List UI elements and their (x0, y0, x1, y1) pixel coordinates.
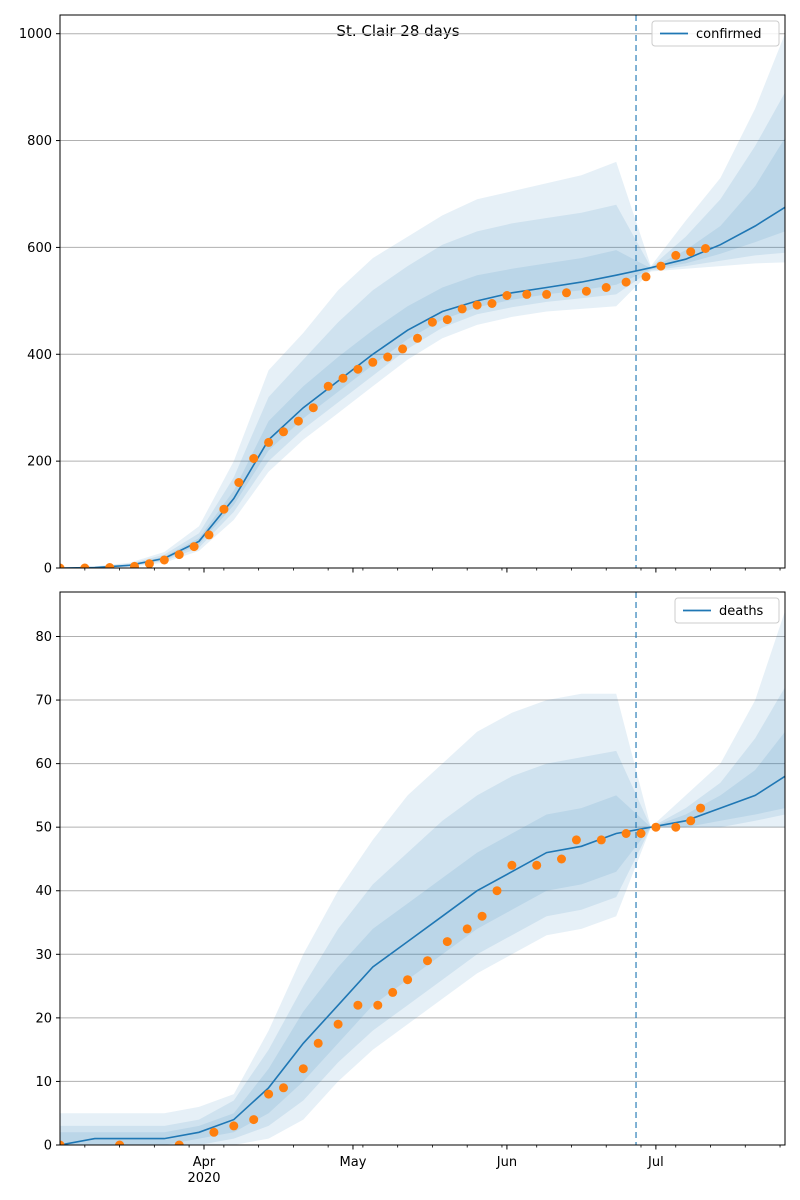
figure-title: St. Clair 28 days (336, 22, 459, 40)
forecast-figure: St. Clair 28 days 02004006008001000 confi… (0, 0, 800, 1200)
observed-point (507, 861, 516, 870)
observed-point (279, 427, 288, 436)
y-tick-label: 800 (27, 134, 52, 149)
observed-point (398, 344, 407, 353)
y-tick-label: 50 (35, 821, 52, 836)
observed-point (522, 290, 531, 299)
y-tick-label: 600 (27, 241, 52, 256)
observed-point (502, 291, 511, 300)
plot-area (56, 592, 786, 1150)
observed-point (557, 855, 566, 864)
y-tick-label: 0 (44, 1139, 52, 1154)
observed-point (314, 1039, 323, 1048)
y-tick-label: 20 (35, 1011, 52, 1026)
y-tick-label: 70 (35, 694, 52, 709)
observed-point (656, 262, 665, 271)
observed-point (339, 374, 348, 383)
legend-label: confirmed (696, 27, 762, 42)
confirmed-panel: 0 200 400 600 800 1000 confirmed (19, 15, 785, 577)
uncertainty-band (60, 138, 785, 568)
observed-point (388, 988, 397, 997)
observed-point (671, 251, 680, 260)
observed-point (622, 278, 631, 287)
observed-point (428, 318, 437, 327)
observed-point (368, 358, 377, 367)
observed-point (637, 829, 646, 838)
observed-point (229, 1121, 238, 1130)
y-tick-label: 0 (44, 562, 52, 577)
observed-point (324, 382, 333, 391)
y-tick-label: 10 (35, 1075, 52, 1090)
observed-point (443, 315, 452, 324)
observed-point (423, 956, 432, 965)
observed-point (403, 975, 412, 984)
observed-point (701, 244, 710, 253)
observed-point (353, 365, 362, 374)
observed-point (488, 299, 497, 308)
observed-point (353, 1001, 362, 1010)
observed-point (458, 304, 467, 313)
x-tick-label: Apr (193, 1155, 216, 1170)
observed-point (209, 1128, 218, 1137)
observed-point (686, 247, 695, 256)
observed-point (532, 861, 541, 870)
observed-point (309, 403, 318, 412)
observed-point (249, 1115, 258, 1124)
observed-point (130, 562, 139, 571)
observed-point (190, 542, 199, 551)
observed-point (602, 283, 611, 292)
observed-point (562, 288, 571, 297)
x-tick-label: Jul (647, 1155, 664, 1170)
observed-point (299, 1064, 308, 1073)
y-tick-label: 200 (27, 455, 52, 470)
observed-point (572, 835, 581, 844)
observed-point (175, 550, 184, 559)
y-tick-label: 1000 (19, 27, 52, 42)
observed-point (249, 454, 258, 463)
y-tick-label: 60 (35, 757, 52, 772)
plot-area (56, 15, 786, 573)
observed-point (145, 559, 154, 568)
y-tick-label: 80 (35, 630, 52, 645)
observed-point (671, 823, 680, 832)
observed-point (413, 334, 422, 343)
observed-point (597, 835, 606, 844)
observed-point (264, 1090, 273, 1099)
x-tick-label: Jun (496, 1155, 517, 1170)
observed-point (334, 1020, 343, 1029)
x-tick-label: May (340, 1155, 367, 1170)
observed-point (383, 353, 392, 362)
observed-point (478, 912, 487, 921)
observed-point (686, 816, 695, 825)
y-tick-label: 400 (27, 348, 52, 363)
observed-point (160, 556, 169, 565)
observed-point (473, 301, 482, 310)
legend-label: deaths (719, 604, 764, 619)
x-tick-sublabel: 2020 (187, 1171, 220, 1186)
observed-point (234, 478, 243, 487)
observed-point (264, 438, 273, 447)
observed-point (651, 823, 660, 832)
observed-point (205, 530, 214, 539)
observed-point (219, 505, 228, 514)
observed-point (279, 1083, 288, 1092)
observed-point (542, 290, 551, 299)
observed-point (696, 804, 705, 813)
observed-point (622, 829, 631, 838)
observed-point (443, 937, 452, 946)
observed-point (373, 1001, 382, 1010)
y-tick-label: 30 (35, 948, 52, 963)
observed-point (294, 417, 303, 426)
y-tick-label: 40 (35, 884, 52, 899)
observed-point (582, 287, 591, 296)
observed-point (463, 924, 472, 933)
observed-point (493, 886, 502, 895)
observed-point (642, 272, 651, 281)
